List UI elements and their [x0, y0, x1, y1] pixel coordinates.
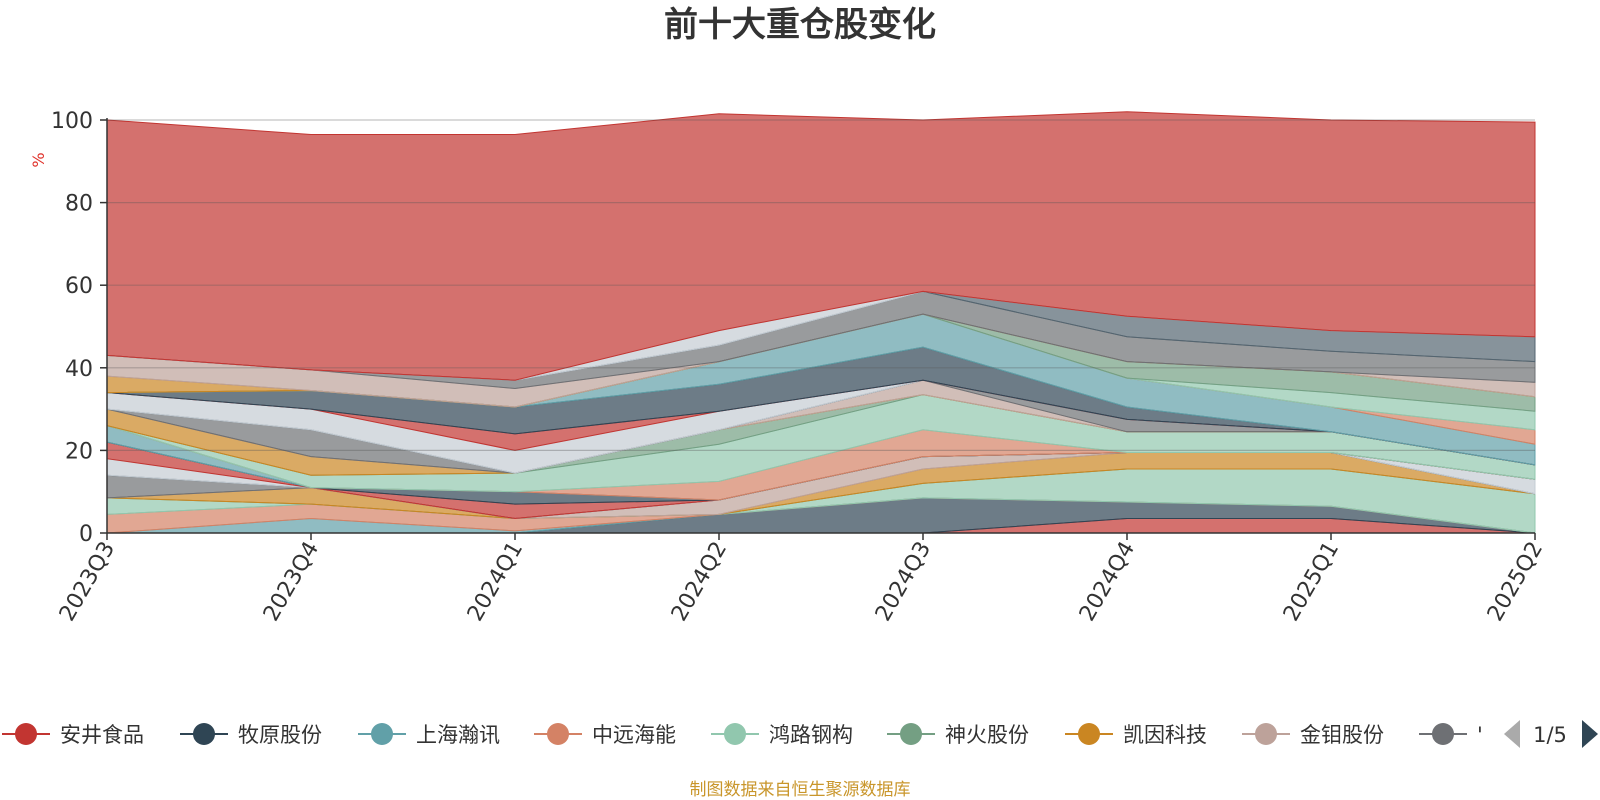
legend-label: 安井食品 [60, 723, 144, 747]
y-tick-label: 100 [51, 109, 93, 134]
legend-pager: 1/5 [1504, 720, 1598, 748]
legend-marker-icon [1432, 723, 1454, 745]
x-tick-label: 2024Q3 [871, 538, 936, 626]
legend-marker-icon [1078, 723, 1100, 745]
x-tick-label: 2024Q2 [667, 538, 732, 626]
legend-marker-icon [724, 723, 746, 745]
data-source-note: 制图数据来自恒生聚源数据库 [690, 780, 911, 800]
legend-label: 中远海能 [592, 723, 676, 747]
x-tick-label: 2024Q1 [463, 538, 528, 626]
x-tick-label: 2025Q2 [1483, 538, 1548, 626]
y-tick-label: 20 [65, 439, 93, 464]
y-tick-label: 60 [65, 274, 93, 299]
legend-label: 凯因科技 [1123, 723, 1207, 747]
legend-item[interactable]: 凯因科技 [1065, 723, 1207, 747]
x-tick-label: 2023Q3 [55, 538, 120, 626]
legend-item[interactable]: 上海瀚讯 [358, 723, 500, 747]
legend-item[interactable]: 鸿路钢构 [711, 723, 853, 747]
legend-item[interactable]: 安井食品 [2, 723, 144, 747]
legend-label: 鸿路钢构 [769, 723, 853, 747]
page-indicator: 1/5 [1533, 723, 1567, 747]
y-axis-unit: % [29, 152, 48, 167]
y-tick-labels: 0 20 40 60 80 100 [51, 109, 93, 547]
legend-item[interactable]: 神火股份 [887, 723, 1029, 747]
y-tick-label: 80 [65, 192, 93, 217]
legend-item[interactable]: 牧原股份 [180, 723, 322, 747]
legend-label: 上海瀚讯 [416, 723, 500, 747]
legend-item[interactable]: 金钼股份 [1242, 723, 1384, 747]
legend-marker-icon [371, 723, 393, 745]
axes [100, 118, 1536, 540]
legend-item[interactable]: ' [1419, 723, 1483, 747]
legend-marker-icon [193, 723, 215, 745]
x-tick-label: 2024Q4 [1075, 538, 1140, 626]
legend-marker-icon [15, 723, 37, 745]
chart-title: 前十大重仓股变化 [664, 5, 936, 45]
legend: 安井食品 牧原股份 上海瀚讯 中远海能 鸿路钢构 神火股份 凯因科技 金钼股份 ' [2, 723, 1483, 747]
area-series-33 [106, 111, 1536, 381]
area-series-group [106, 111, 1536, 534]
legend-marker-icon [547, 723, 569, 745]
x-tick-labels: 2023Q3 2023Q4 2024Q1 2024Q2 2024Q3 2024Q4 2025… [55, 538, 1548, 626]
legend-marker-icon [1255, 723, 1277, 745]
prev-page-icon[interactable] [1504, 720, 1520, 748]
y-tick-label: 0 [79, 522, 93, 547]
next-page-icon[interactable] [1582, 720, 1598, 748]
gridlines [107, 119, 1535, 451]
legend-label: 神火股份 [945, 723, 1029, 747]
legend-marker-icon [900, 723, 922, 745]
x-tick-label: 2025Q1 [1279, 538, 1344, 626]
legend-item[interactable]: 中远海能 [534, 723, 676, 747]
legend-label: 牧原股份 [238, 723, 322, 747]
legend-label: 金钼股份 [1300, 723, 1384, 747]
y-tick-label: 40 [65, 357, 93, 382]
legend-label: ' [1477, 723, 1483, 747]
x-tick-label: 2023Q4 [259, 538, 324, 626]
